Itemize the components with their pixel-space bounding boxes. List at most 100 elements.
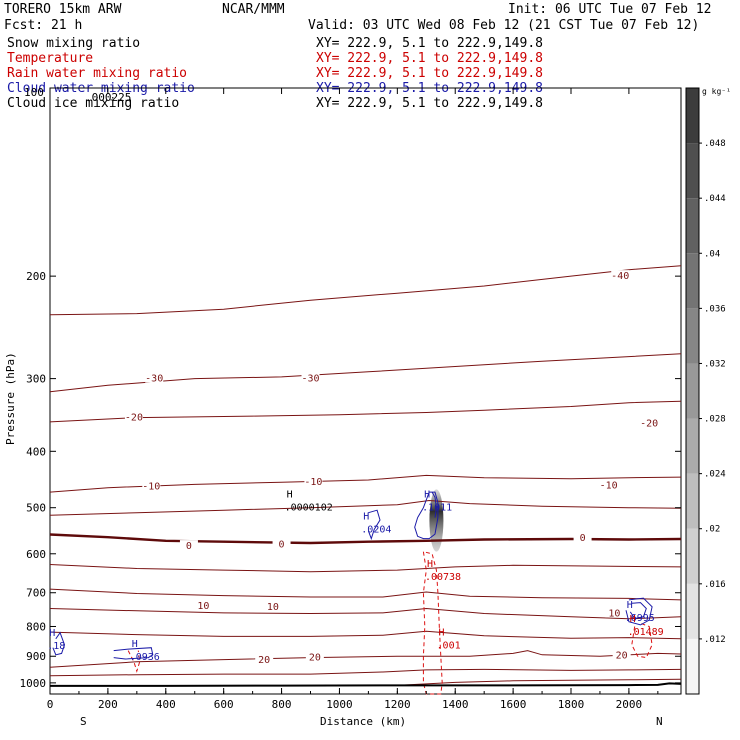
label-knockout xyxy=(194,600,213,611)
isotherm-line xyxy=(49,588,682,601)
colorbar-units: g kg⁻¹ xyxy=(702,87,731,96)
colorbar-tick-label: .044 xyxy=(704,194,726,204)
y-tick-label: 500 xyxy=(26,502,46,515)
forecast-hour: Fcst: 21 h xyxy=(4,18,82,33)
north-label: N xyxy=(656,715,663,728)
max-value: .18 xyxy=(47,641,65,652)
y-tick-label: 900 xyxy=(26,650,46,663)
cloud-water-contours xyxy=(52,491,653,660)
x-tick-label: 800 xyxy=(272,698,292,711)
isotherm-line xyxy=(49,607,682,620)
max-marker: H xyxy=(49,628,55,639)
field-xy: XY= 222.9, 5.1 to 222.9,149.8 xyxy=(316,51,543,66)
isotherm-label: -40 xyxy=(611,271,629,282)
max-value: .1011 xyxy=(422,503,452,514)
max-value: .0936 xyxy=(130,652,160,663)
x-tick-label: 400 xyxy=(156,698,176,711)
label-knockout xyxy=(124,411,143,422)
valid-time: Valid: 03 UTC Wed 08 Feb 12 (21 CST Tue … xyxy=(308,18,699,33)
colorbar-tick-label: .048 xyxy=(704,139,726,149)
x-tick-label: 200 xyxy=(98,698,118,711)
colorbar-tick-label: .012 xyxy=(704,635,726,645)
colorbar-band xyxy=(686,583,699,639)
x-tick-label: 1200 xyxy=(384,698,411,711)
max-value: .0204 xyxy=(361,524,391,535)
isotherm-label: 10 xyxy=(197,601,209,612)
label-knockout xyxy=(145,372,164,383)
rain-contour xyxy=(631,622,653,659)
south-label: S xyxy=(80,715,87,728)
isotherm-label: -30 xyxy=(145,374,163,385)
max-marker: H xyxy=(627,600,633,611)
x-tick-label: 2000 xyxy=(616,698,643,711)
max-value: .6995 xyxy=(625,613,655,624)
y-tick-label: 600 xyxy=(26,548,46,561)
isotherm-label: -10 xyxy=(600,481,618,492)
isotherm-line xyxy=(397,678,682,686)
y-tick-label: 400 xyxy=(26,445,46,458)
rain-contour xyxy=(422,551,443,695)
label-knockout xyxy=(304,476,323,487)
isotherm-label: 10 xyxy=(608,609,620,620)
isotherm-label: 0 xyxy=(580,533,586,544)
colorbar-band xyxy=(686,418,699,474)
cloud-water-contour xyxy=(431,491,437,518)
isotherm-label: -10 xyxy=(304,477,322,488)
y-tick-label: 700 xyxy=(26,587,46,600)
cloud-water-contour xyxy=(113,647,154,660)
org-label: NCAR/MMM xyxy=(222,2,285,17)
max-value: .01489 xyxy=(628,627,664,638)
max-value: .00738 xyxy=(425,572,461,583)
colorbar-frame xyxy=(685,87,700,695)
terrain-surface xyxy=(50,682,682,687)
cloud-water-contour xyxy=(625,597,653,626)
label-knockout xyxy=(612,649,631,660)
max-value: .001 xyxy=(437,640,461,651)
colorbar-tick-label: .028 xyxy=(704,415,726,425)
isotherm-label: -30 xyxy=(301,374,319,385)
colorbar-tick-label: .016 xyxy=(704,580,726,590)
rain-contours xyxy=(127,551,653,695)
label-knockout xyxy=(179,540,198,551)
x-axis-label: Distance (km) xyxy=(320,715,406,728)
field-xy: XY= 222.9, 5.1 to 222.9,149.8 xyxy=(316,96,543,111)
snow-max-overlap-label: .000225 xyxy=(85,91,131,104)
max-marker: H xyxy=(287,490,293,501)
field-name: Snow mixing ratio xyxy=(7,36,140,51)
colorbar-band xyxy=(686,308,699,364)
isotherm-label: 0 xyxy=(279,539,285,550)
colorbar-band xyxy=(686,473,699,529)
colorbar-band xyxy=(686,528,699,584)
colorbar-band xyxy=(686,253,699,309)
x-tick-label: 1800 xyxy=(558,698,585,711)
isotherm-line xyxy=(49,353,682,393)
colorbar: .012 .016 .02 .024 .028 .032 .036 .04 .044 .048 xyxy=(685,87,726,695)
isotherm-label: -20 xyxy=(125,413,143,424)
label-knockout xyxy=(640,417,659,428)
cloud-water-contour xyxy=(629,602,647,620)
isotherm-line xyxy=(49,499,682,516)
colorbar-tick-label: .024 xyxy=(704,470,726,480)
surface-line xyxy=(50,682,682,687)
field-name: Temperature xyxy=(7,51,93,66)
label-knockout xyxy=(573,532,592,543)
colorbar-tick-label: .032 xyxy=(704,359,726,369)
maximum-labels: H.0000102H.1011H.0204H.00738H.001H.6995H… xyxy=(47,490,663,663)
isotherm-label: 20 xyxy=(616,651,628,662)
colorbar-band xyxy=(686,638,699,694)
max-marker: H xyxy=(439,627,445,638)
isotherm-label: 0 xyxy=(186,541,192,552)
model-title: TORERO 15km ARW xyxy=(4,2,122,17)
isotherm-label: -10 xyxy=(142,482,160,493)
cloud-water-contour xyxy=(367,509,381,541)
label-knockout xyxy=(272,538,291,549)
label-knockout xyxy=(263,600,282,611)
plot-frame xyxy=(49,87,682,695)
max-marker: H xyxy=(132,639,138,650)
colorbar-tick-label: .02 xyxy=(704,525,720,535)
colorbar-band xyxy=(686,143,699,199)
colorbar-band xyxy=(686,88,699,144)
x-tick-label: 0 xyxy=(47,698,54,711)
label-knockout xyxy=(255,654,274,665)
